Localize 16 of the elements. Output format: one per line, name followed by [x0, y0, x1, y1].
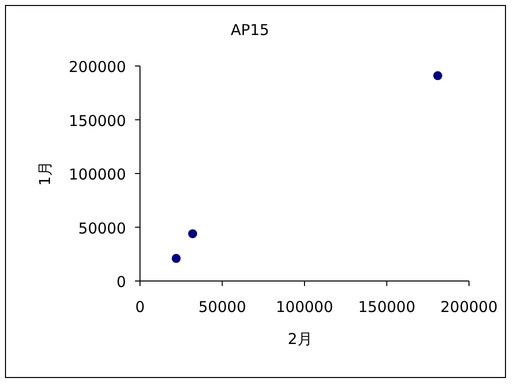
x-tick-label: 50000 [198, 298, 246, 316]
y-tick-label: 0 [116, 273, 126, 291]
y-tick-label: 100000 [68, 166, 126, 184]
point [172, 254, 181, 263]
y-axis-title: 1月 [36, 161, 54, 186]
x-axis-title: 2月 [288, 330, 312, 348]
chart-title: AP15 [230, 21, 270, 39]
y-tick-label: 50000 [78, 219, 126, 238]
x-tick-label: 150000 [358, 298, 416, 316]
x-tick-label: 100000 [276, 298, 334, 316]
x-tick-label: 0 [135, 298, 145, 316]
point [188, 229, 198, 238]
x-tick-label: 200000 [440, 298, 498, 316]
point [433, 71, 442, 80]
y-tick-label: 200000 [68, 58, 126, 76]
y-tick-label: 150000 [68, 112, 126, 130]
